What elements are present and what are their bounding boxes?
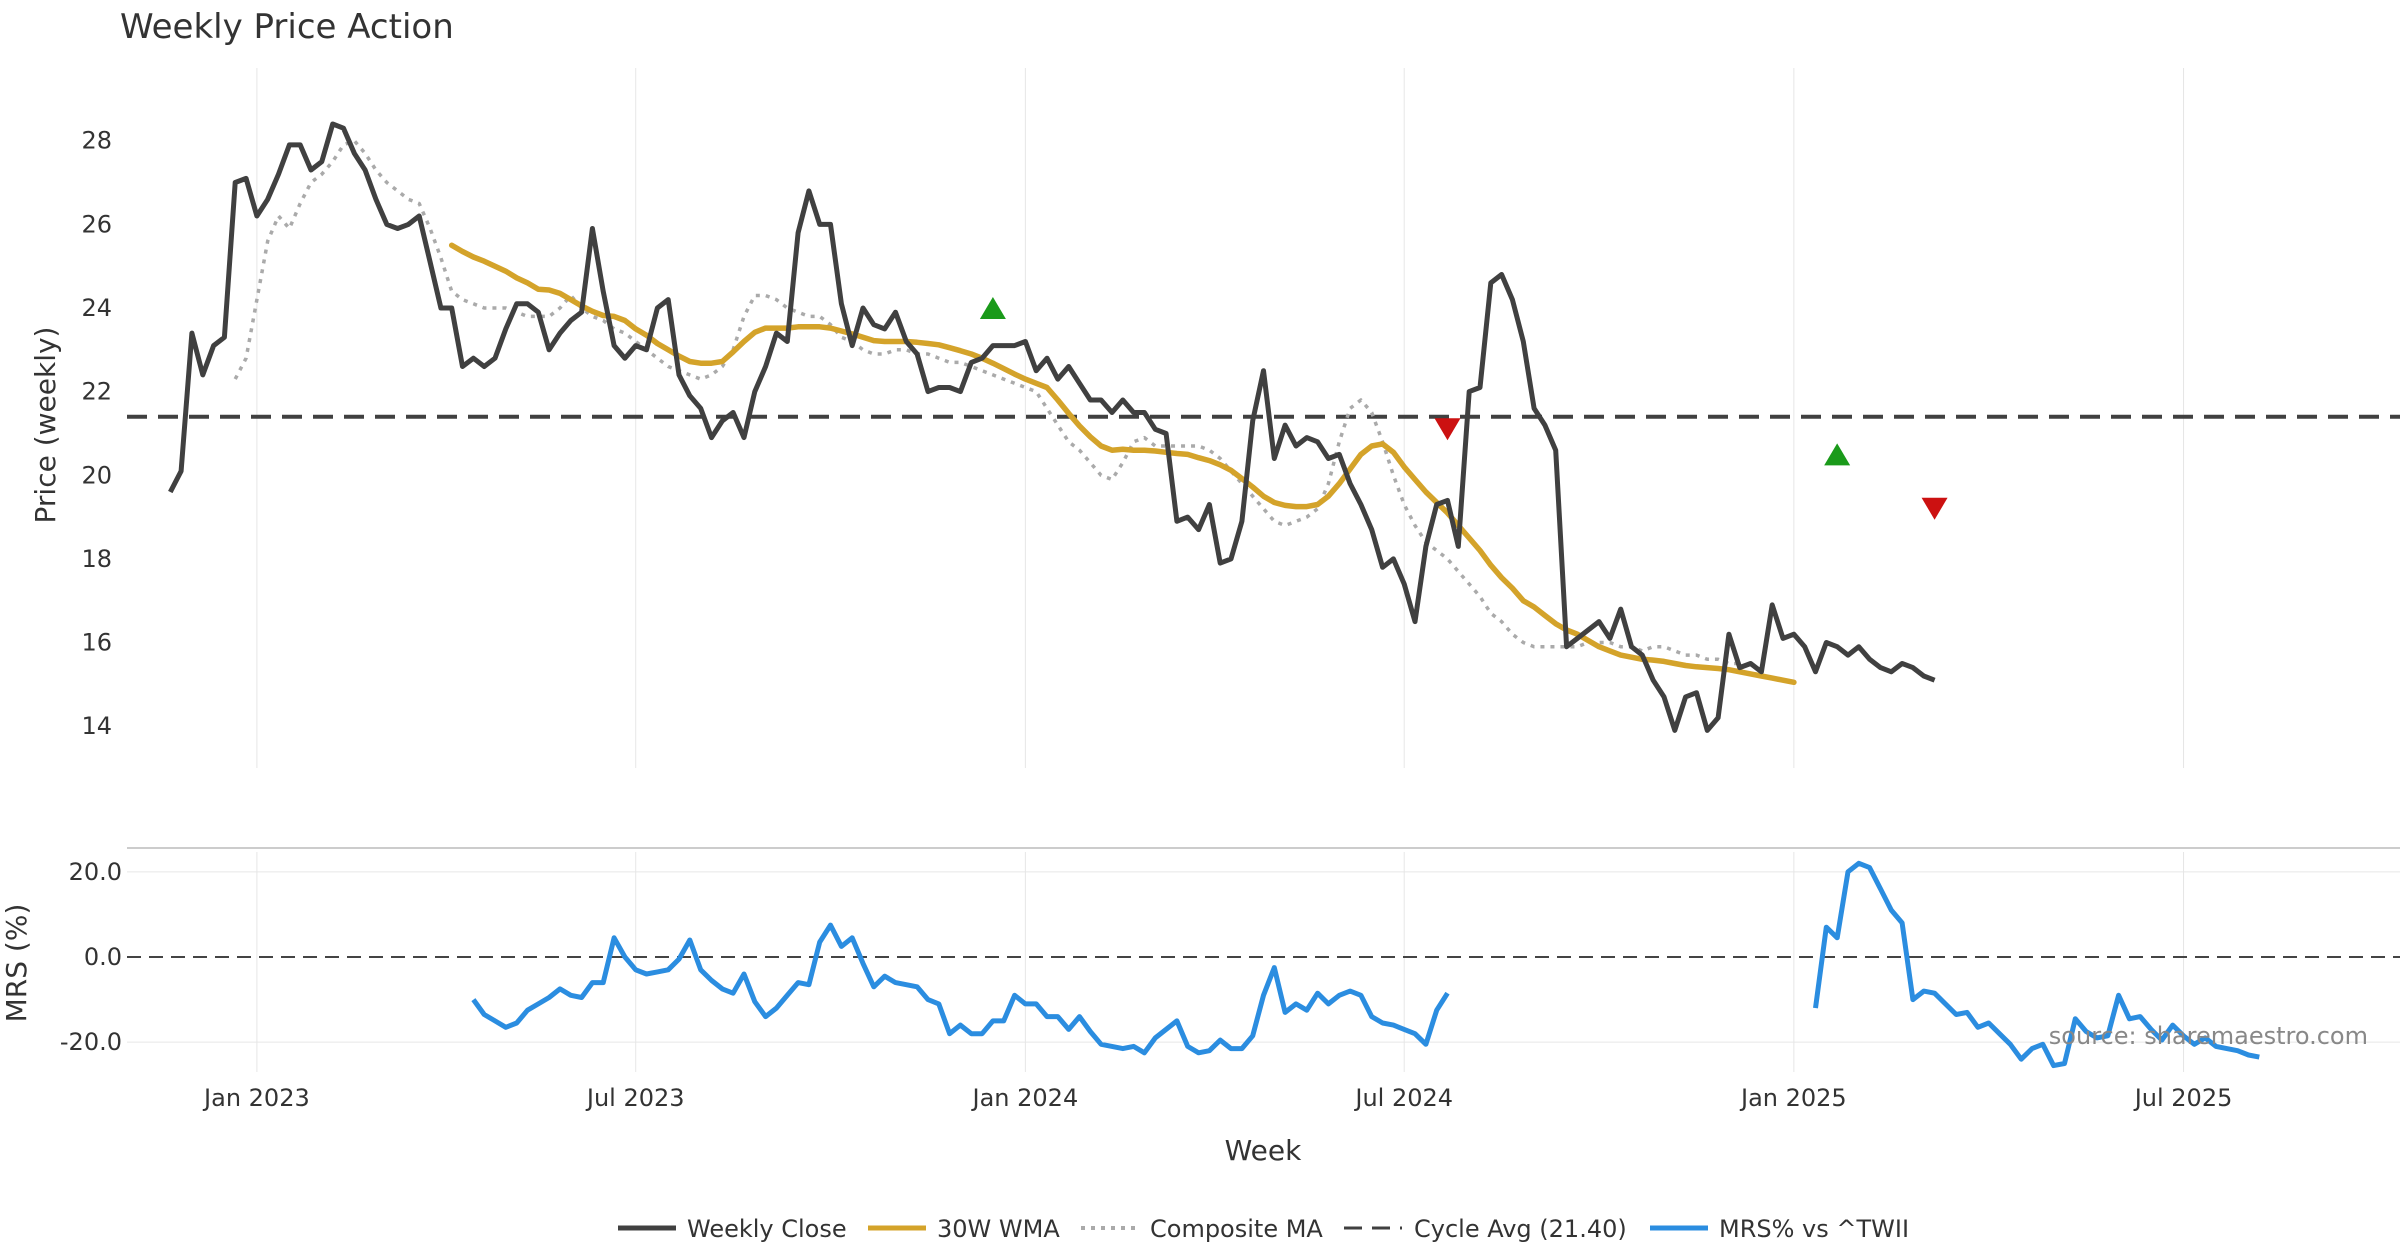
signal-marker-layer xyxy=(979,297,1948,520)
legend-entry-cycle-avg: Cycle Avg (21.40) xyxy=(1344,1215,1627,1243)
legend-label-mrs: MRS% vs ^TWII xyxy=(1719,1215,1909,1243)
x-tick-label: Jan 2024 xyxy=(971,1084,1079,1112)
legend-label-composite-ma: Composite MA xyxy=(1150,1215,1323,1243)
x-axis-title: Week xyxy=(1225,1134,1302,1167)
legend-entry-mrs: MRS% vs ^TWII xyxy=(1650,1215,1909,1243)
price-y-tick-label: 14 xyxy=(81,712,112,740)
legend-entry-wma: 30W WMA xyxy=(868,1215,1060,1243)
price-series-layer xyxy=(168,121,1936,733)
x-tick-label: Jan 2025 xyxy=(1739,1084,1847,1112)
grid-layer xyxy=(127,68,2400,1072)
mrs-y-tick-label: 0.0 xyxy=(84,943,122,971)
price-y-tick-label: 22 xyxy=(81,378,112,406)
price-y-tick-label: 16 xyxy=(81,629,112,657)
composite-ma-line xyxy=(233,138,1740,666)
legend-entry-composite-ma: Composite MA xyxy=(1081,1215,1323,1243)
x-tick-label: Jan 2023 xyxy=(202,1084,310,1112)
source-label: source: sharemaestro.com xyxy=(2049,1022,2368,1050)
wma-30w-line xyxy=(448,242,1797,686)
x-tick-label: Jul 2025 xyxy=(2133,1084,2233,1112)
buy-signal-marker xyxy=(979,297,1006,319)
mrs-line-segment xyxy=(471,922,1450,1056)
price-y-tick-label: 24 xyxy=(81,294,112,322)
mrs-axis-title: MRS (%) xyxy=(0,904,33,1023)
mrs-y-tick-label: -20.0 xyxy=(60,1028,122,1056)
weekly-close-line xyxy=(168,121,1936,733)
mrs-y-tick-label: 20.0 xyxy=(69,858,122,886)
price-axis-title: Price (weekly) xyxy=(29,327,62,524)
sell-signal-marker xyxy=(1434,418,1461,441)
mrs-line-segment xyxy=(1813,860,2260,1069)
legend-entry-weekly-close: Weekly Close xyxy=(618,1215,847,1243)
chart-title: Weekly Price Action xyxy=(120,7,454,47)
price-y-tick-label: 18 xyxy=(81,545,112,573)
price-y-tick-label: 26 xyxy=(81,210,112,238)
price-y-tick-label: 28 xyxy=(81,127,112,155)
legend-label-cycle-avg: Cycle Avg (21.40) xyxy=(1414,1215,1627,1243)
x-tick-label: Jul 2024 xyxy=(1353,1084,1453,1112)
x-tick-label: Jul 2023 xyxy=(585,1084,685,1112)
legend-label-weekly-close: Weekly Close xyxy=(687,1215,847,1243)
mrs-series-layer xyxy=(127,860,2400,1069)
axis-layer: Jan 2023 Jul 2023 Jan 2024 Jul 2024 Jan 2025… xyxy=(60,127,2232,1112)
price-y-tick-label: 20 xyxy=(81,461,112,489)
legend: Weekly Close 30W WMA Composite MA Cycle … xyxy=(618,1215,1909,1243)
sell-signal-marker xyxy=(1921,497,1948,520)
buy-signal-marker xyxy=(1824,443,1851,466)
legend-label-wma: 30W WMA xyxy=(937,1215,1060,1243)
